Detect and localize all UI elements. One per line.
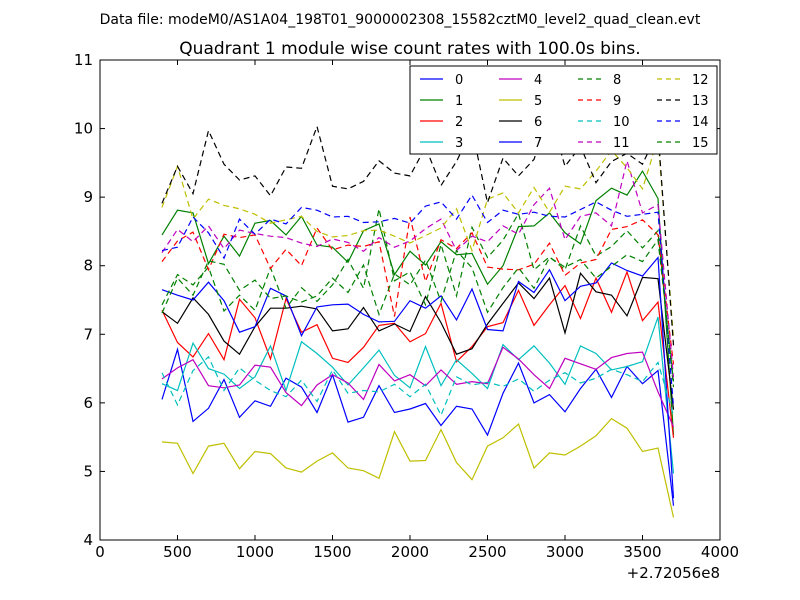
legend-label-0: 0	[455, 73, 463, 88]
series-line-12	[161, 138, 675, 339]
series-line-11	[161, 158, 675, 378]
legend-label-14: 14	[692, 115, 709, 130]
series-line-3	[161, 316, 675, 474]
x-tick-label: 0	[95, 543, 105, 561]
legend-label-5: 5	[534, 94, 542, 109]
series-line-13	[161, 110, 675, 346]
chart-title: Quadrant 1 module wise count rates with …	[179, 39, 640, 59]
x-tick-label: 500	[163, 543, 192, 561]
series-line-10	[161, 355, 675, 417]
legend-label-1: 1	[455, 94, 463, 109]
legend-label-13: 13	[692, 94, 709, 109]
plot-area: 0 500 1000 1500 2000 2500 3000 3500 400045678910…	[74, 51, 739, 561]
series-line-2	[161, 270, 675, 438]
series-line-5	[161, 417, 675, 518]
legend-label-11: 11	[613, 136, 630, 151]
y-tick-label: 7	[83, 325, 93, 343]
x-offset-label: +2.72056e8	[627, 564, 720, 582]
x-tick-label: 2500	[468, 543, 506, 561]
series-line-0	[161, 347, 675, 506]
legend-label-15: 15	[692, 136, 709, 151]
series-line-14	[161, 193, 675, 408]
legend-label-3: 3	[455, 136, 463, 151]
x-tick-label: 1500	[313, 543, 351, 561]
x-tick-label: 1000	[236, 543, 274, 561]
legend-label-12: 12	[692, 73, 709, 88]
legend-label-4: 4	[534, 73, 542, 88]
x-tick-label: 3000	[546, 543, 584, 561]
y-tick-label: 8	[83, 257, 93, 275]
series-line-9	[161, 216, 675, 365]
x-tick-label: 3500	[623, 543, 661, 561]
y-tick-label: 4	[83, 531, 93, 549]
series-line-4	[161, 346, 675, 428]
series-line-1	[161, 169, 675, 436]
x-tick-label: 4000	[701, 543, 739, 561]
y-tick-label: 5	[83, 462, 93, 480]
series-line-7	[161, 255, 675, 499]
y-tick-label: 6	[83, 394, 93, 412]
y-tick-label: 10	[74, 120, 93, 138]
legend-box	[409, 65, 718, 155]
y-tick-label: 9	[83, 188, 93, 206]
series-line-8	[161, 208, 675, 388]
legend-label-7: 7	[534, 136, 542, 151]
y-tick-label: 11	[74, 51, 93, 69]
series-line-15	[161, 238, 675, 382]
legend-label-8: 8	[613, 73, 621, 88]
legend-label-6: 6	[534, 115, 542, 130]
legend-label-10: 10	[613, 115, 630, 130]
series-line-6	[161, 272, 675, 410]
figure-suptitle: Data file: modeM0/AS1A04_198T01_90000023…	[100, 12, 701, 28]
x-tick-label: 2000	[391, 543, 429, 561]
legend-label-2: 2	[455, 115, 463, 130]
legend-label-9: 9	[613, 94, 621, 109]
